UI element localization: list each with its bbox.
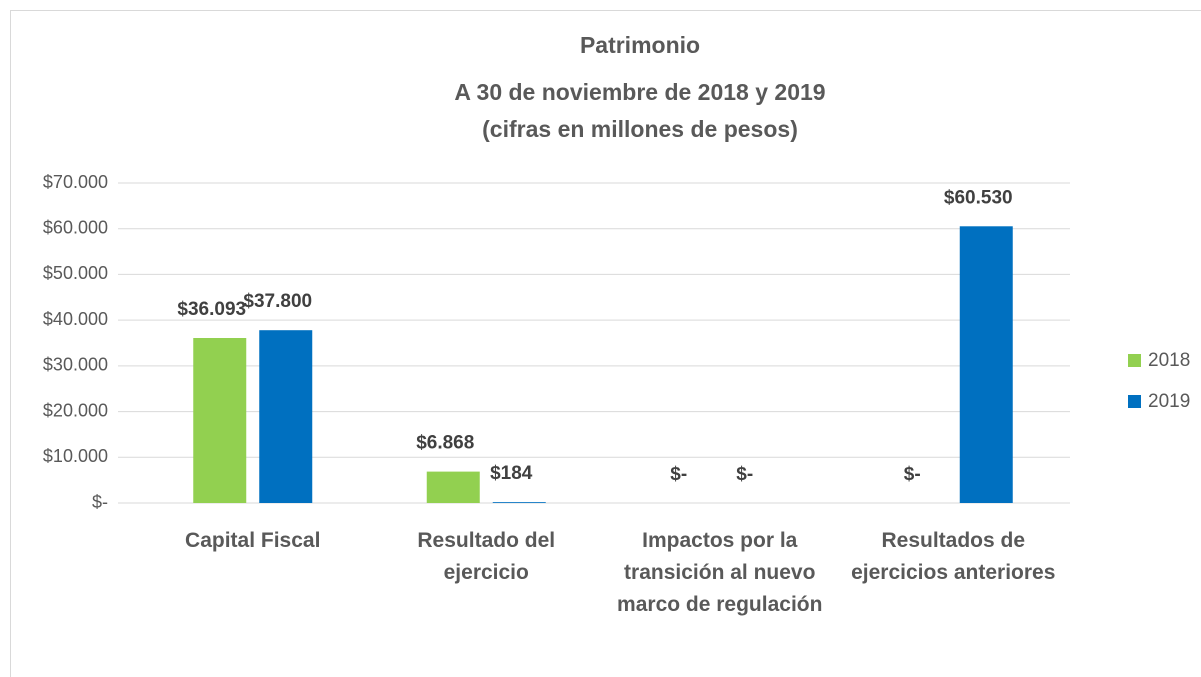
data-label: $60.530 bbox=[944, 187, 1013, 208]
y-tick-label: $- bbox=[92, 492, 108, 512]
data-label: $- bbox=[670, 464, 687, 485]
data-label: $37.800 bbox=[243, 291, 312, 312]
data-label: $6.868 bbox=[416, 433, 474, 454]
legend-label: 2018 bbox=[1148, 350, 1190, 371]
y-tick-label: $40.000 bbox=[43, 309, 108, 329]
y-tick-label: $20.000 bbox=[43, 400, 108, 420]
chart-subtitle: A 30 de noviembre de 2018 y 2019 bbox=[454, 79, 825, 105]
bar bbox=[259, 330, 313, 503]
y-tick-label: $70.000 bbox=[43, 172, 108, 192]
x-tick-label: Resultados de ejercicios anteriores bbox=[851, 529, 1056, 584]
chart-title: Patrimonio bbox=[580, 32, 700, 58]
y-tick-label: $10.000 bbox=[43, 446, 108, 466]
y-tick-label: $30.000 bbox=[43, 355, 108, 375]
bar bbox=[193, 338, 247, 503]
y-tick-label: $50.000 bbox=[43, 263, 108, 283]
chart-border bbox=[10, 10, 1201, 677]
data-label: $- bbox=[736, 464, 753, 485]
legend-swatch bbox=[1128, 354, 1141, 367]
bar bbox=[426, 471, 480, 503]
x-tick-label: Impactos por la transición al nuevo marc… bbox=[617, 529, 823, 616]
x-tick-label: Capital Fiscal bbox=[185, 529, 321, 552]
data-label: $36.093 bbox=[177, 299, 246, 320]
x-tick-label: Resultado del ejercicio bbox=[417, 529, 556, 584]
data-label: $184 bbox=[490, 463, 533, 484]
data-label: $- bbox=[904, 464, 921, 485]
bar bbox=[492, 502, 546, 503]
y-tick-label: $60.000 bbox=[43, 217, 108, 237]
bar bbox=[959, 226, 1013, 503]
legend-label: 2019 bbox=[1148, 391, 1190, 412]
legend-swatch bbox=[1128, 395, 1141, 408]
chart-subtitle: (cifras en millones de pesos) bbox=[482, 116, 798, 142]
